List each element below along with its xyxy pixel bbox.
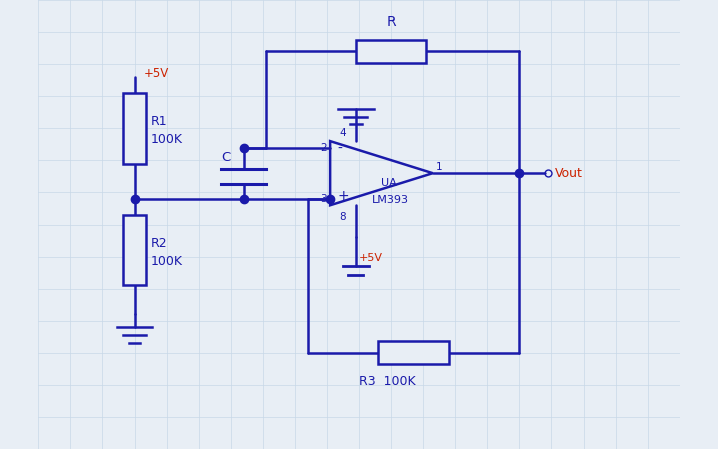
Bar	[123, 93, 146, 163]
Text: Vout: Vout	[554, 167, 582, 180]
Text: R2: R2	[151, 237, 167, 250]
Text: UA: UA	[381, 178, 397, 188]
Bar	[378, 341, 449, 364]
Text: R1: R1	[151, 115, 167, 128]
Text: 4: 4	[340, 128, 346, 138]
Text: 2: 2	[320, 142, 327, 153]
Text: R: R	[386, 15, 396, 29]
Text: LM393: LM393	[372, 195, 409, 205]
Bar	[356, 40, 426, 63]
Text: +5V: +5V	[359, 253, 383, 264]
Text: C: C	[221, 151, 230, 163]
Text: 100K: 100K	[151, 255, 182, 268]
Text: -: -	[338, 142, 342, 156]
Text: +: +	[338, 189, 350, 202]
Text: R3  100K: R3 100K	[359, 375, 416, 388]
Bar	[123, 215, 146, 286]
Text: 1: 1	[436, 162, 442, 172]
Text: +5V: +5V	[144, 67, 169, 80]
Text: 100K: 100K	[151, 133, 182, 146]
Text: 3: 3	[320, 194, 327, 204]
Text: 8: 8	[340, 211, 346, 222]
